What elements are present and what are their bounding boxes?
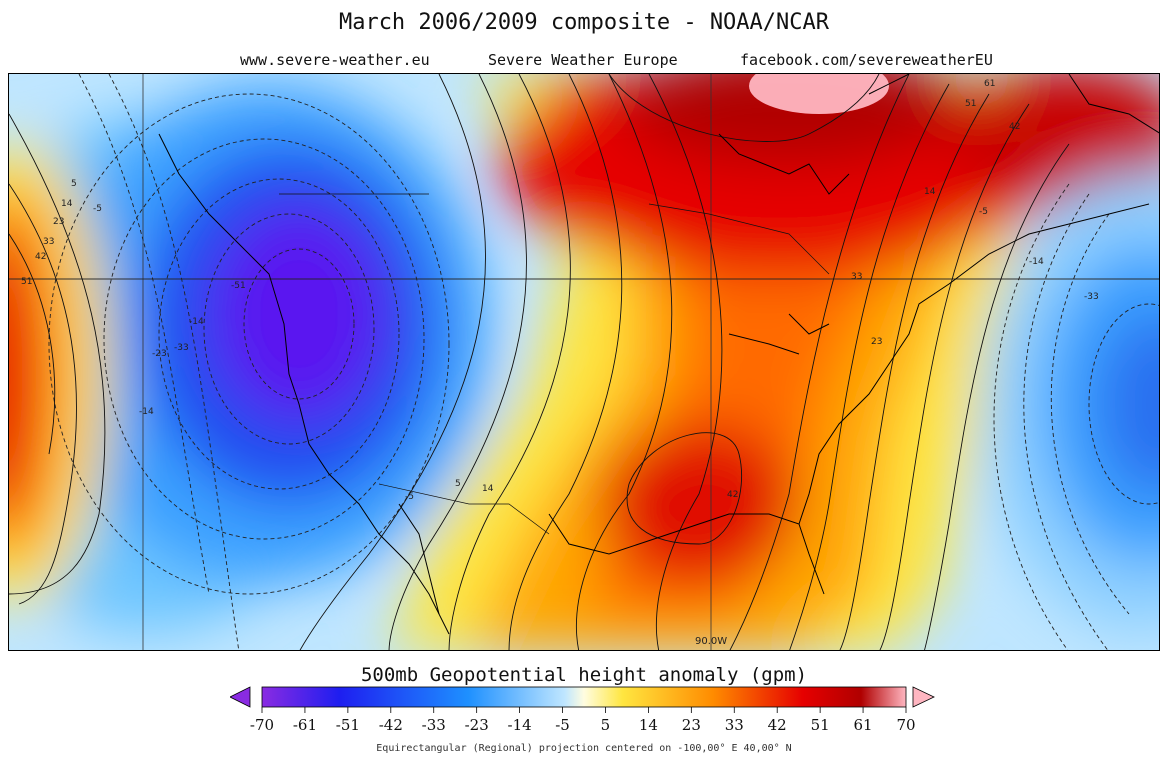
contour-label: 33 (851, 272, 862, 282)
credit-website: www.severe-weather.eu (240, 51, 430, 69)
contour-label: 14 (61, 199, 73, 209)
colorbar-tick-label: -5 (555, 716, 570, 734)
credits-line: www.severe-weather.eu Severe Weather Eur… (0, 51, 1168, 71)
contour-label: -14 (189, 317, 204, 327)
colorbar (230, 686, 907, 713)
contour-label: 33 (43, 237, 54, 247)
contour-label: 51 (21, 277, 32, 287)
credit-name: Severe Weather Europe (488, 51, 678, 69)
contour-label: -5 (979, 207, 988, 217)
contour-label: 42 (1009, 122, 1020, 132)
contour-label: -51 (231, 281, 246, 291)
contour-label: 23 (871, 337, 882, 347)
borders (279, 193, 830, 535)
colorbar-tick-label: -23 (464, 716, 489, 734)
positive-contours (9, 74, 1070, 650)
colorbar-tick-label: 23 (681, 716, 701, 734)
negative-contours (48, 74, 1159, 650)
contour-label: -33 (1084, 292, 1099, 302)
legend-title: 500mb Geopotential height anomaly (gpm) (360, 664, 808, 686)
contour-label: 5 (71, 179, 77, 189)
contour-label: -14 (1029, 257, 1044, 267)
contour-label: 14 (482, 484, 494, 494)
colorbar-tick-label: 51 (810, 716, 830, 734)
colorbar-ticks (261, 707, 907, 713)
pink-peak (749, 74, 889, 114)
colorbar-tick-label: -14 (507, 716, 532, 734)
contour-label: 42 (727, 490, 738, 500)
colorbar-high-arrow (912, 686, 935, 708)
contour-label: 23 (53, 217, 64, 227)
projection-note: Equirectangular (Regional) projection ce… (376, 743, 792, 754)
colorbar-tick-label: -33 (421, 716, 446, 734)
contour-label: -5 (93, 204, 102, 214)
anomaly-map-svg: 51 61 42 14 33 23 42 14 5 -5 -51 -14 -33… (9, 74, 1159, 650)
meridian-label: 90.0W (695, 636, 727, 647)
coastlines (158, 74, 1159, 635)
colorbar-gradient (261, 686, 907, 708)
contour-label-group: 51 61 42 14 33 23 42 14 5 -5 -51 -14 -33… (21, 79, 1099, 502)
contour-label: 51 (965, 99, 976, 109)
colorbar-tick-label: 14 (638, 716, 658, 734)
contour-label: -5 (405, 492, 414, 502)
anomaly-map: 51 61 42 14 33 23 42 14 5 -5 -51 -14 -33… (8, 73, 1160, 651)
colorbar-tick-label: -70 (249, 716, 275, 734)
colorbar-tick-label: 33 (724, 716, 744, 734)
colorbar-tick-label: 61 (853, 716, 873, 734)
colorbar-tick-label: -61 (292, 716, 317, 734)
contour-label: 42 (35, 252, 46, 262)
contour-label: -23 (152, 349, 167, 359)
credit-facebook: facebook.com/severeweatherEU (740, 51, 993, 69)
colorbar-tick-label: 42 (767, 716, 787, 734)
colorbar-tick-label: 5 (600, 716, 611, 734)
contour-label: -14 (139, 407, 154, 417)
contour-label: 14 (924, 187, 936, 197)
colorbar-tick-label: 70 (896, 716, 916, 734)
contour-label: 61 (984, 79, 995, 89)
colorbar-low-arrow (230, 686, 251, 708)
colorbar-labels: -70 -61 -51 -42 -33 -23 -14 -5 5 14 23 33 42 51 61 70 (0, 716, 1168, 736)
contour-label: -33 (174, 343, 189, 353)
colorbar-tick-label: -42 (378, 716, 403, 734)
map-title: March 2006/2009 composite - NOAA/NCAR (338, 10, 830, 35)
colorbar-tick-label: -51 (335, 716, 360, 734)
contour-label: 5 (455, 479, 461, 489)
